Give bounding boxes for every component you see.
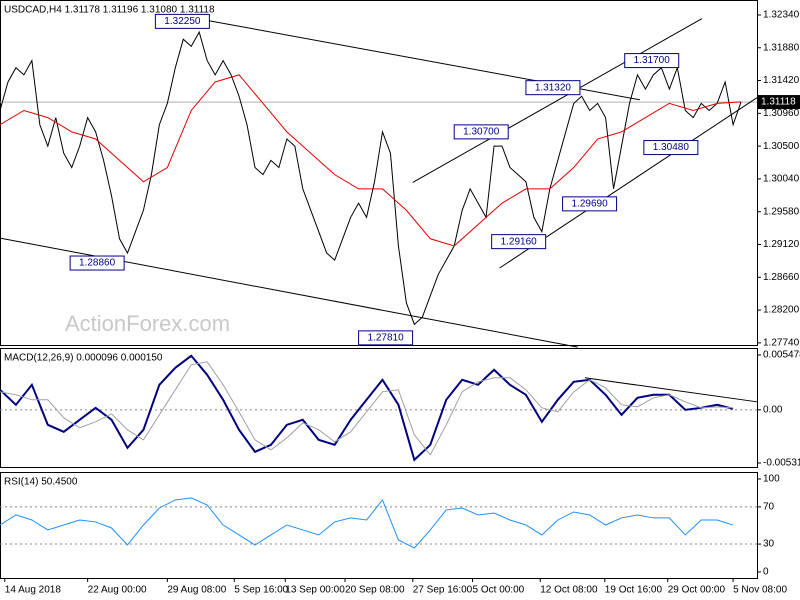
y-tick-label: 70 [763,502,775,513]
level-label: 1.31320 [535,82,572,93]
level-box [525,80,581,96]
y-tick-label: 1.28660 [763,272,800,283]
level-box [624,53,680,69]
y-tick-label: 100 [763,474,780,485]
y-tick-label: 0 [763,567,769,578]
y-tick-label: 1.29120 [763,239,800,250]
x-tick-label: 22 Aug 00:00 [88,585,147,596]
macd-panel [0,348,758,468]
panel-title: RSI(14) 50.4500 [4,477,78,488]
x-tick-label: 29 Oct 00:00 [668,585,726,596]
y-tick-label: 1.32340 [763,10,800,21]
level-label: 1.29160 [501,236,538,247]
last-price-label: 1.31118 [761,97,796,108]
level-label: 1.32250 [164,16,201,27]
x-tick-label: 5 Nov 08:00 [733,585,787,596]
last-price-box [758,95,800,110]
y-tick-label: 0.00 [763,404,783,415]
price-panel [0,0,758,346]
y-tick-label: 1.28200 [763,305,800,316]
y-tick-label: 1.29580 [763,206,800,217]
level-box [562,196,618,212]
level-box [643,140,699,156]
x-tick-label: 19 Oct 16:00 [605,585,663,596]
x-tick-label: 12 Oct 08:00 [540,585,598,596]
trend-line [412,18,703,183]
series-line [0,30,742,326]
x-tick-label: 14 Aug 2018 [5,585,62,596]
y-tick-label: 1.31420 [763,75,800,86]
x-tick-label: 13 Sep 00:00 [285,585,345,596]
rsi-panel [0,472,758,579]
level-box [491,234,547,250]
y-tick-label: 1.30500 [763,141,800,152]
y-tick-label: 30 [763,539,775,550]
y-tick-label: 1.27740 [763,338,800,349]
y-tick-label: 1.30040 [763,174,800,185]
level-label: 1.28860 [79,258,116,269]
y-tick-label: 1.30960 [763,108,800,119]
x-tick-label: 29 Aug 08:00 [167,585,226,596]
x-tick-label: 27 Sep 16:00 [413,585,473,596]
y-tick-label: -0.005314 [763,458,800,469]
series-line [0,361,734,456]
watermark: ActionForex.com [65,311,230,336]
y-tick-label: 1.31880 [763,42,800,53]
series-line [0,74,742,247]
series-line [0,354,734,462]
level-label: 1.29690 [571,199,608,210]
y-tick-label: 0.005478 [763,350,800,361]
level-label: 1.27810 [368,333,405,344]
x-tick-label: 5 Oct 00:00 [473,585,525,596]
level-box [453,124,509,140]
level-label: 1.30700 [463,127,500,138]
panel-title: USDCAD,H4 1.31178 1.31196 1.31080 1.3111… [4,5,215,16]
series-line [0,497,734,549]
level-box [358,330,414,346]
level-box [69,255,125,271]
level-box [154,13,210,29]
level-label: 1.30480 [653,142,690,153]
panel-title: MACD(12,26,9) 0.000096 0.000150 [4,353,163,364]
x-tick-label: 20 Sep 08:00 [345,585,405,596]
x-tick-label: 5 Sep 16:00 [234,585,288,596]
trend-line [584,377,758,403]
level-label: 1.31700 [634,55,671,66]
